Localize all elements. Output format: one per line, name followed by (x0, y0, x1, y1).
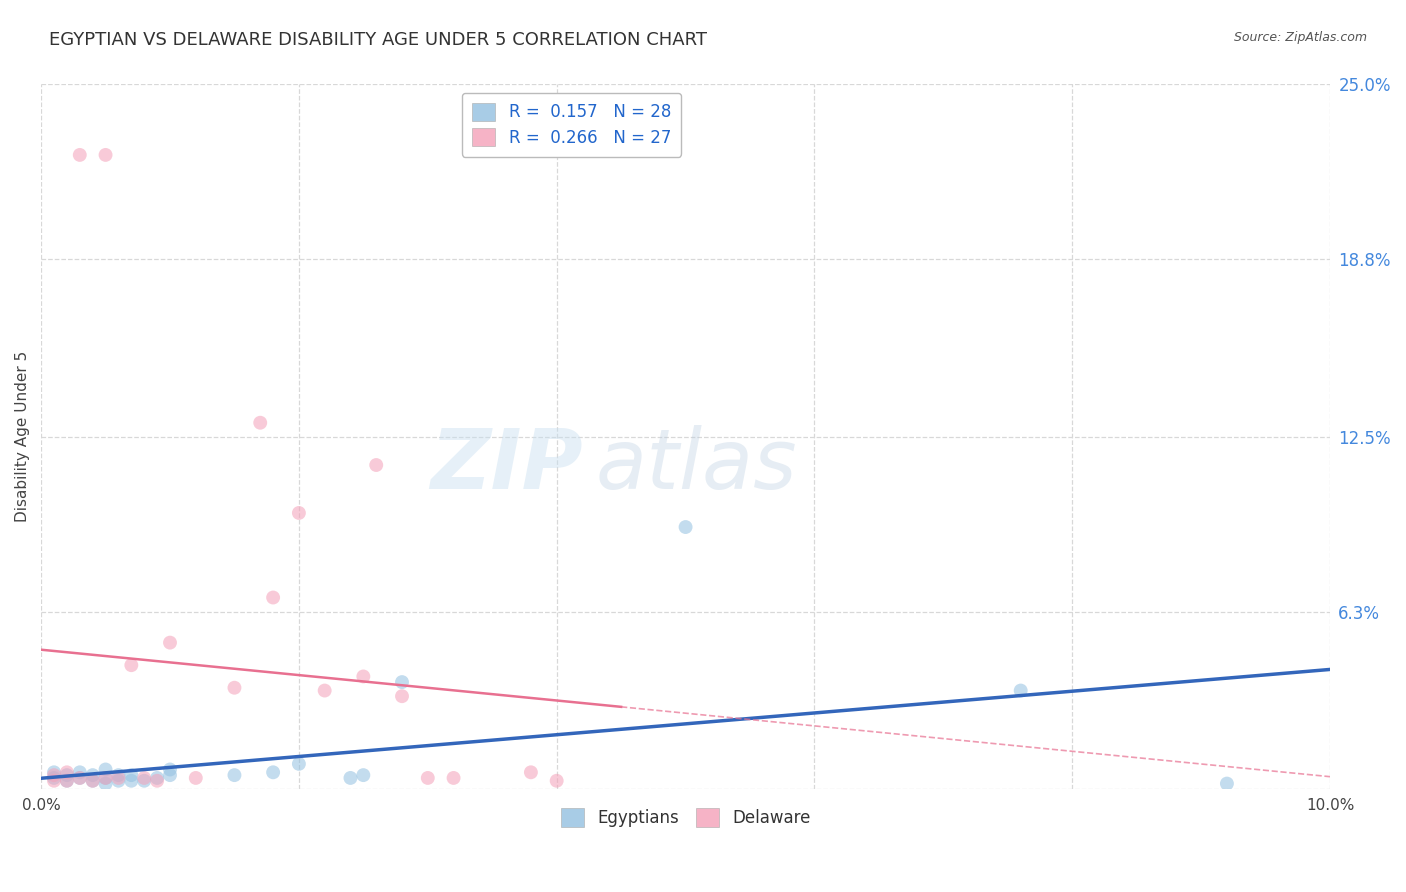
Point (443, 771, 465, 785)
Point (120, 773, 142, 788)
Point (1216, 776, 1239, 790)
Point (262, 765, 284, 780)
Point (391, 675, 413, 690)
Point (56, 773, 79, 788)
Point (56, 773, 79, 788)
Point (546, 773, 568, 788)
Point (520, 765, 543, 780)
Point (56, 765, 79, 780)
Point (69, 148, 91, 162)
Point (69, 765, 91, 780)
Point (159, 768, 181, 782)
Y-axis label: Disability Age Under 5: Disability Age Under 5 (15, 351, 30, 523)
Point (352, 768, 374, 782)
Point (416, 771, 439, 785)
Point (146, 771, 169, 785)
Point (134, 771, 156, 785)
Point (366, 458, 388, 472)
Point (107, 771, 129, 785)
Point (69, 771, 91, 785)
Point (120, 658, 142, 673)
Point (134, 773, 156, 788)
Point (1010, 683, 1032, 698)
Point (224, 681, 246, 695)
Point (94, 148, 117, 162)
Text: ZIP: ZIP (430, 425, 582, 506)
Point (82, 768, 104, 782)
Point (94, 771, 117, 785)
Point (94, 763, 117, 777)
Point (339, 771, 361, 785)
Point (42, 765, 65, 780)
Point (94, 776, 117, 790)
Text: Source: ZipAtlas.com: Source: ZipAtlas.com (1233, 31, 1367, 45)
Point (146, 773, 169, 788)
Text: atlas: atlas (595, 425, 797, 506)
Point (69, 771, 91, 785)
Point (262, 591, 284, 605)
Point (56, 768, 79, 782)
Point (288, 756, 311, 771)
Point (314, 683, 336, 698)
Point (352, 669, 374, 683)
Text: EGYPTIAN VS DELAWARE DISABILITY AGE UNDER 5 CORRELATION CHART: EGYPTIAN VS DELAWARE DISABILITY AGE UNDE… (49, 31, 707, 49)
Point (249, 416, 271, 430)
Point (82, 773, 104, 788)
Point (120, 768, 142, 782)
Point (184, 771, 207, 785)
Legend: Egyptians, Delaware: Egyptians, Delaware (554, 802, 817, 834)
Point (391, 689, 413, 703)
Point (159, 763, 181, 777)
Point (42, 768, 65, 782)
Point (675, 520, 697, 534)
Point (107, 773, 129, 788)
Point (42, 771, 65, 785)
Point (94, 771, 117, 785)
Point (288, 506, 311, 520)
Point (159, 635, 181, 649)
Point (107, 768, 129, 782)
Point (82, 773, 104, 788)
Point (42, 773, 65, 788)
Point (224, 768, 246, 782)
